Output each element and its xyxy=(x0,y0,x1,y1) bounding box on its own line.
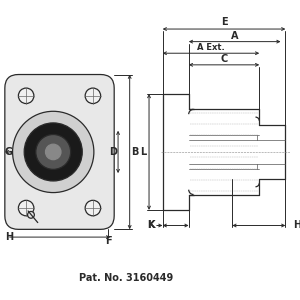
Circle shape xyxy=(85,200,100,216)
Text: H: H xyxy=(293,220,300,230)
Text: G: G xyxy=(5,147,13,157)
Text: K: K xyxy=(147,220,155,230)
Text: D: D xyxy=(109,147,117,157)
Text: C: C xyxy=(220,54,228,64)
Circle shape xyxy=(18,88,34,103)
Circle shape xyxy=(13,111,94,193)
Text: L: L xyxy=(140,147,146,157)
Text: K: K xyxy=(147,220,155,230)
Text: Pat. No. 3160449: Pat. No. 3160449 xyxy=(79,273,173,283)
Circle shape xyxy=(85,88,100,103)
Text: A Ext.: A Ext. xyxy=(197,43,225,52)
Circle shape xyxy=(36,134,70,170)
Circle shape xyxy=(18,200,34,216)
Circle shape xyxy=(46,144,61,160)
Text: H: H xyxy=(5,232,13,242)
FancyBboxPatch shape xyxy=(5,74,114,230)
Circle shape xyxy=(28,212,34,218)
Circle shape xyxy=(24,123,82,181)
Text: E: E xyxy=(221,17,227,27)
Text: B: B xyxy=(131,147,138,157)
Text: F: F xyxy=(105,236,112,246)
Text: A: A xyxy=(231,31,238,41)
